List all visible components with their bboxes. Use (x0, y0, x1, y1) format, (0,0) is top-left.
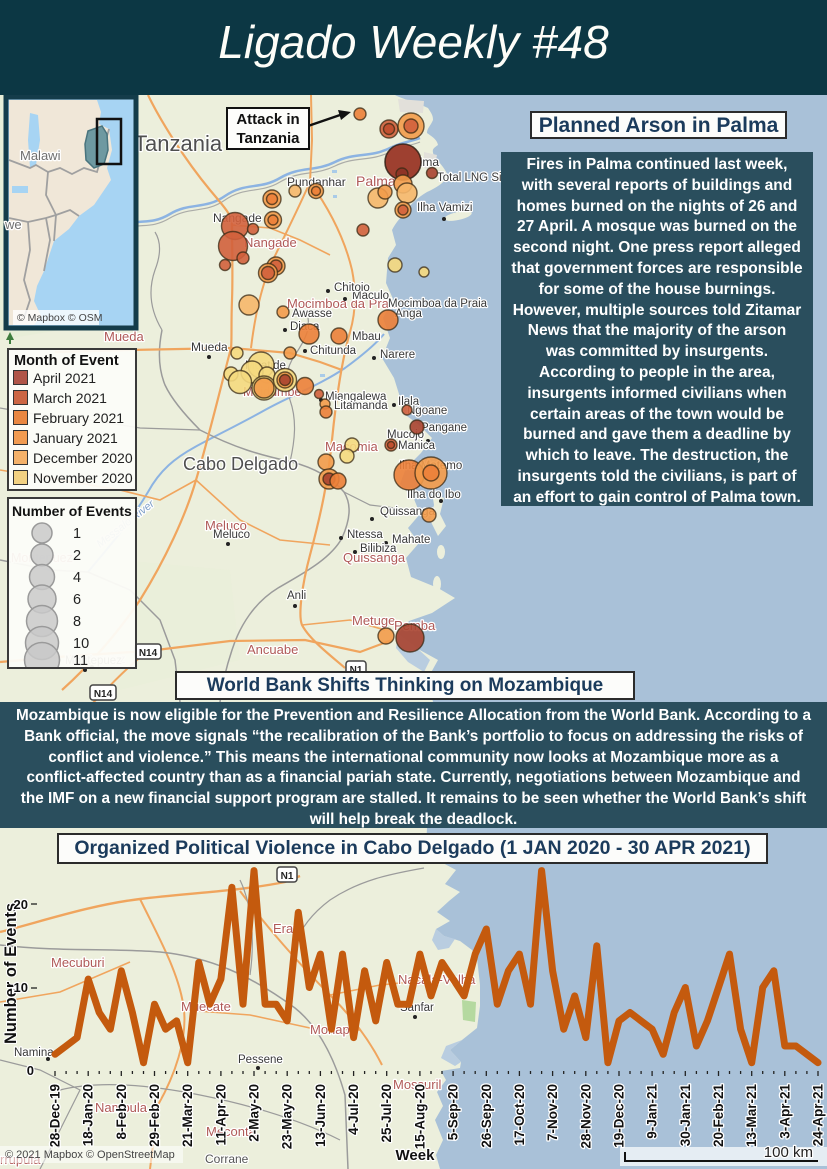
svg-text:Manica: Manica (398, 440, 436, 452)
svg-text:28-Nov-20: 28-Nov-20 (578, 1084, 593, 1149)
svg-text:21-Mar-20: 21-Mar-20 (180, 1084, 195, 1147)
svg-text:4: 4 (73, 570, 81, 586)
svg-text:11: 11 (73, 653, 88, 667)
svg-text:Pundanhar: Pundanhar (287, 175, 346, 189)
svg-text:Week: Week (396, 1147, 436, 1164)
svg-text:Total LNG Site: Total LNG Site (437, 172, 511, 184)
svg-text:29-Feb-20: 29-Feb-20 (147, 1084, 162, 1147)
svg-text:6: 6 (73, 592, 81, 608)
svg-text:20: 20 (14, 897, 28, 912)
svg-text:Anga: Anga (395, 308, 422, 320)
svg-text:13-Mar-21: 13-Mar-21 (744, 1084, 759, 1148)
svg-text:Malawi: Malawi (20, 148, 61, 163)
svg-text:1: 1 (73, 526, 81, 542)
svg-text:Chitunda: Chitunda (310, 345, 357, 357)
svg-text:© 2021 Mapbox © OpenStreetMap: © 2021 Mapbox © OpenStreetMap (5, 1149, 175, 1161)
svg-text:11-Apr-20: 11-Apr-20 (213, 1084, 228, 1146)
svg-text:5-Sep-20: 5-Sep-20 (446, 1084, 461, 1140)
svg-text:N1: N1 (350, 665, 363, 676)
svg-text:Chitoio: Chitoio (334, 282, 370, 294)
svg-text:Number of Events: Number of Events (2, 903, 20, 1044)
svg-text:2-May-20: 2-May-20 (247, 1084, 262, 1142)
svg-text:Awasse: Awasse (292, 308, 332, 320)
svg-text:10: 10 (14, 980, 28, 995)
svg-text:15-Aug-20: 15-Aug-20 (412, 1084, 427, 1149)
svg-text:Ilha do Ibo: Ilha do Ibo (407, 489, 461, 501)
svg-text:Namina: Namina (14, 1047, 54, 1059)
svg-text:Mocimboa da Praia: Mocimboa da Praia (287, 296, 400, 311)
svg-text:Anli: Anli (287, 590, 306, 602)
svg-text:Metuge: Metuge (352, 613, 395, 628)
svg-text:Ilha Vamizi: Ilha Vamizi (417, 202, 472, 214)
svg-text:100 km: 100 km (764, 1144, 813, 1161)
svg-text:Meluco: Meluco (205, 518, 247, 533)
svg-text:Cabo Delgado: Cabo Delgado (183, 454, 298, 474)
svg-text:Corrane: Corrane (205, 1152, 249, 1166)
svg-text:Miangalewa: Miangalewa (325, 391, 387, 403)
svg-text:Tanzania: Tanzania (134, 131, 223, 156)
svg-text:10: 10 (73, 636, 89, 652)
svg-text:N14: N14 (139, 648, 158, 659)
svg-text:Nangade: Nangade (244, 235, 297, 250)
svg-text:Narere: Narere (380, 349, 415, 361)
svg-text:Litamanda: Litamanda (334, 400, 388, 412)
svg-text:© Mapbox © OSM: © Mapbox © OSM (17, 312, 103, 324)
svg-text:0: 0 (27, 1063, 34, 1078)
svg-text:Ilala: Ilala (398, 396, 420, 408)
svg-text:Ntessa: Ntessa (347, 529, 383, 541)
svg-text:Mueda: Mueda (104, 329, 145, 344)
svg-text:Mahate: Mahate (392, 534, 430, 546)
svg-text:8-Feb-20: 8-Feb-20 (114, 1084, 129, 1140)
svg-text:Mocimboa da Praia: Mocimboa da Praia (388, 298, 488, 310)
svg-text:28-Dec-19: 28-Dec-19 (48, 1084, 63, 1148)
svg-text:24-Apr-21: 24-Apr-21 (811, 1084, 826, 1147)
svg-text:N14: N14 (94, 689, 113, 700)
svg-text:23-May-20: 23-May-20 (280, 1084, 295, 1149)
svg-text:13-Jun-20: 13-Jun-20 (313, 1084, 328, 1147)
svg-text:25-Jul-20: 25-Jul-20 (379, 1084, 394, 1143)
svg-text:Bilibiza: Bilibiza (360, 543, 397, 555)
svg-text:3-Apr-21: 3-Apr-21 (777, 1084, 792, 1139)
svg-text:Meluco: Meluco (213, 529, 250, 541)
svg-text:Quissanga: Quissanga (343, 550, 406, 565)
svg-text:Mecuburi: Mecuburi (51, 955, 105, 970)
svg-text:Ngoane: Ngoane (407, 405, 447, 417)
svg-text:Ancuabe: Ancuabe (247, 642, 298, 657)
svg-text:we: we (4, 217, 22, 232)
svg-text:30-Jan-21: 30-Jan-21 (678, 1084, 693, 1147)
svg-text:18-Jan-20: 18-Jan-20 (81, 1084, 96, 1146)
svg-text:Pangane: Pangane (421, 422, 467, 434)
svg-text:2: 2 (73, 548, 81, 564)
svg-text:Meconta: Meconta (206, 1124, 257, 1139)
svg-text:20-Feb-21: 20-Feb-21 (711, 1084, 726, 1148)
svg-text:26-Sep-20: 26-Sep-20 (479, 1084, 494, 1148)
svg-text:N1: N1 (281, 871, 294, 882)
svg-text:Nampula: Nampula (95, 1100, 148, 1115)
svg-text:17-Oct-20: 17-Oct-20 (512, 1084, 527, 1146)
svg-text:Mbau: Mbau (352, 331, 381, 343)
svg-text:8: 8 (73, 614, 81, 630)
svg-text:4-Jul-20: 4-Jul-20 (346, 1084, 361, 1135)
svg-text:Mueda: Mueda (191, 340, 228, 354)
svg-text:9-Jan-21: 9-Jan-21 (645, 1084, 660, 1139)
svg-text:Mossuril: Mossuril (393, 1077, 442, 1092)
svg-text:Maculo: Maculo (352, 290, 389, 302)
svg-text:19-Dec-20: 19-Dec-20 (612, 1084, 627, 1148)
svg-text:Pessene: Pessene (238, 1054, 283, 1066)
svg-text:7-Nov-20: 7-Nov-20 (545, 1084, 560, 1141)
